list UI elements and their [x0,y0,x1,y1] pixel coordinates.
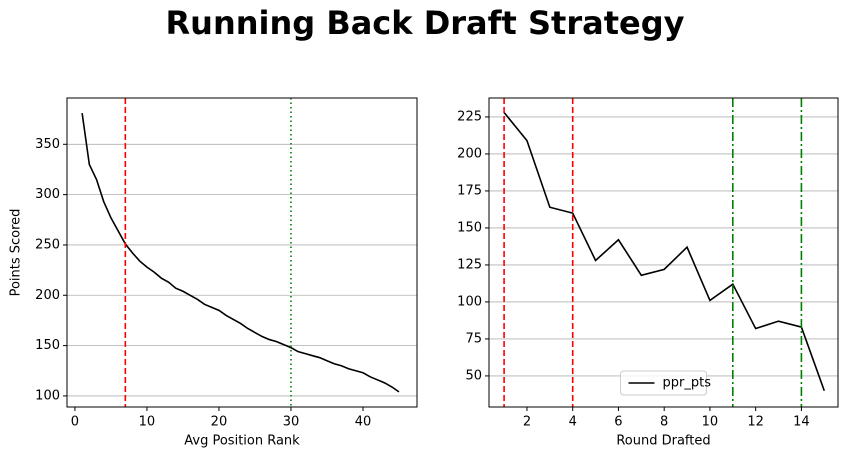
y-tick-label: 200 [35,288,60,303]
legend-label: ppr_pts [663,376,712,391]
x-tick-label: 4 [569,415,577,430]
x-tick-label: 20 [211,415,228,430]
line [81,112,400,393]
x-tick-label: 14 [793,415,810,430]
y-tick-label: 225 [457,109,482,124]
y-tick-label: 100 [457,294,482,309]
y-axis-label: Points Scored [9,209,24,297]
axes-frame [66,97,418,408]
y-tick-label: 150 [457,220,482,235]
y-tick-label: 175 [457,183,482,198]
legend-box [620,370,707,396]
x-tick-label: 12 [747,415,764,430]
x-tick-label: 30 [283,415,300,430]
y-tick-label: 300 [35,187,60,202]
x-tick-label: 10 [139,415,156,430]
x-tick-label: 10 [702,415,719,430]
y-tick-label: 200 [457,146,482,161]
figure-title: Running Back Draft Strategy [166,4,685,42]
y-tick-label: 100 [35,388,60,403]
y-tick-label: 50 [465,368,482,383]
axes-frame [488,97,839,408]
line [503,111,826,391]
legend: ppr_pts [620,370,712,396]
x-axis-label: Round Drafted [616,434,710,449]
x-tick-label: 0 [71,415,79,430]
y-tick-label: 125 [457,257,482,272]
x-tick-label: 8 [660,415,668,430]
x-tick-label: 2 [523,415,531,430]
x-tick-label: 6 [614,415,622,430]
y-tick-label: 350 [35,137,60,152]
x-tick-label: 40 [355,415,372,430]
y-tick-label: 150 [35,338,60,353]
y-tick-label: 75 [465,331,482,346]
x-axis-label: Avg Position Rank [184,434,300,449]
y-tick-label: 250 [35,237,60,252]
